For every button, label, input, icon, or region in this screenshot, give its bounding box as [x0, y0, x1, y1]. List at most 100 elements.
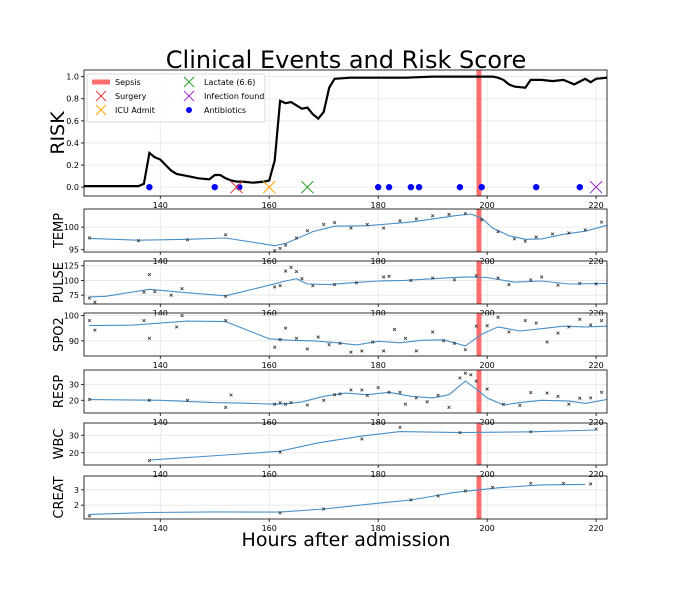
x-tick-label: 220: [588, 418, 603, 427]
antibiotics-point: [146, 183, 153, 191]
spo2-measurement-point: [452, 341, 457, 346]
resp-measurement-point: [578, 396, 582, 400]
spo2-measurement-point: [283, 326, 288, 330]
pulse-measurement-point: [452, 278, 457, 282]
resp-measurement-point: [436, 393, 440, 398]
x-tick-label: 180: [371, 201, 386, 210]
pulse-measurement-point: [409, 278, 413, 283]
resp-measurement-point: [398, 390, 402, 394]
spo2-y-axis-label: SPO2: [52, 317, 67, 352]
resp-measurement-point: [349, 388, 353, 392]
resp-measurement-point: [305, 403, 310, 407]
icu-admit-marker: [262, 180, 276, 194]
x-tick-label: 160: [262, 524, 277, 533]
spo2-measurement-point: [403, 336, 408, 340]
creat-measurement-point: [529, 481, 533, 486]
wbc-measurement-point: [278, 450, 282, 454]
antibiotics-point: [478, 183, 485, 191]
resp-measurement-point: [518, 403, 522, 408]
legend-lactate-swatch: [183, 76, 195, 88]
antibiotics-point: [407, 183, 415, 191]
spo2-measurement-point: [507, 330, 511, 334]
infection-found-marker: [589, 180, 603, 194]
x-tick-label: 180: [371, 418, 386, 427]
resp-measurement-point: [599, 390, 604, 394]
spo2-y-tick-label: 100: [64, 312, 79, 321]
spo2-measurement-point: [463, 347, 468, 352]
resp-measurement-point: [223, 405, 228, 410]
creat-sepsis-marker: [476, 476, 482, 519]
x-tick-label: 160: [262, 201, 277, 210]
risk-y-tick-label: 0.8: [66, 95, 79, 104]
risk-series-line: [84, 75, 608, 188]
resp-measurement-point: [365, 393, 369, 398]
temp-measurement-point: [272, 248, 277, 253]
spo2-measurement-point: [316, 335, 320, 339]
x-tick-label: 180: [371, 524, 386, 533]
temp-panel-frame: [83, 208, 608, 253]
antibiotics-point: [415, 183, 423, 191]
legend-antibiotics-swatch: [186, 107, 192, 113]
spo2-trend-line: [89, 320, 608, 347]
creat-measurement-point: [588, 482, 593, 486]
temp-measurement-point: [305, 229, 310, 233]
temp-measurement-point: [414, 217, 419, 221]
temp-measurement-point: [398, 219, 402, 223]
spo2-measurement-point: [272, 345, 277, 349]
resp-measurement-point: [469, 373, 473, 377]
legend-icu-label: ICU Admit: [115, 106, 155, 115]
pulse-measurement-point: [153, 289, 157, 294]
resp-measurement-point: [229, 393, 233, 397]
pulse-measurement-point: [87, 296, 92, 300]
resp-trend-line: [89, 380, 608, 406]
spo2-measurement-point: [392, 327, 397, 332]
temp-measurement-point: [332, 220, 337, 225]
pulse-y-axis-label: PULSE: [52, 262, 67, 303]
resp-measurement-point: [474, 379, 478, 383]
resp-measurement-point: [588, 396, 593, 400]
pulse-measurement-point: [332, 282, 337, 287]
creat-measurement-point: [463, 489, 468, 493]
pulse-measurement-point: [381, 275, 386, 279]
legend-sepsis-label: Sepsis: [115, 78, 141, 87]
resp-y-tick-label: 30: [69, 380, 79, 389]
pulse-measurement-point: [278, 284, 282, 288]
pulse-measurement-point: [283, 269, 288, 273]
wbc-panel-frame: [83, 422, 608, 466]
x-tick-label: 140: [153, 470, 168, 479]
wbc-y-tick-label: 20: [69, 449, 79, 458]
x-axis-label: Hours after admission: [242, 529, 451, 551]
x-tick-label: 200: [480, 470, 495, 479]
temp-measurement-point: [294, 236, 299, 240]
legend-lactate-label: Lactate (6.6): [204, 78, 255, 87]
x-tick-label: 140: [153, 418, 168, 427]
risk-y-tick-label: 0.6: [66, 117, 79, 126]
spo2-measurement-point: [87, 318, 92, 323]
spo2-measurement-point: [223, 318, 228, 323]
creat-y-tick-label: 2: [74, 501, 79, 510]
resp-measurement-point: [338, 392, 342, 396]
wbc-measurement-point: [398, 425, 402, 430]
x-tick-label: 200: [480, 201, 495, 210]
creat-measurement-point: [87, 514, 92, 518]
spo2-measurement-point: [485, 323, 489, 328]
wbc-y-tick-label: 30: [69, 431, 79, 440]
antibiotics-point: [532, 183, 540, 191]
x-tick-label: 220: [588, 470, 603, 479]
resp-measurement-point: [414, 396, 419, 400]
legend-surgery-swatch: [95, 90, 107, 102]
resp-measurement-point: [567, 402, 571, 406]
resp-measurement-point: [501, 402, 506, 406]
spo2-measurement-point: [588, 323, 593, 327]
spo2-measurement-point: [474, 324, 478, 328]
pulse-sepsis-marker: [476, 261, 482, 304]
pulse-measurement-point: [474, 274, 478, 278]
pulse-measurement-point: [311, 284, 315, 288]
legend-antibiotics-label: Antibiotics: [204, 106, 246, 115]
x-tick-label: 160: [262, 470, 277, 479]
resp-measurement-point: [529, 390, 533, 395]
pulse-trend-line: [89, 276, 608, 298]
pulse-panel-frame: [83, 260, 608, 305]
creat-measurement-point: [322, 507, 326, 511]
